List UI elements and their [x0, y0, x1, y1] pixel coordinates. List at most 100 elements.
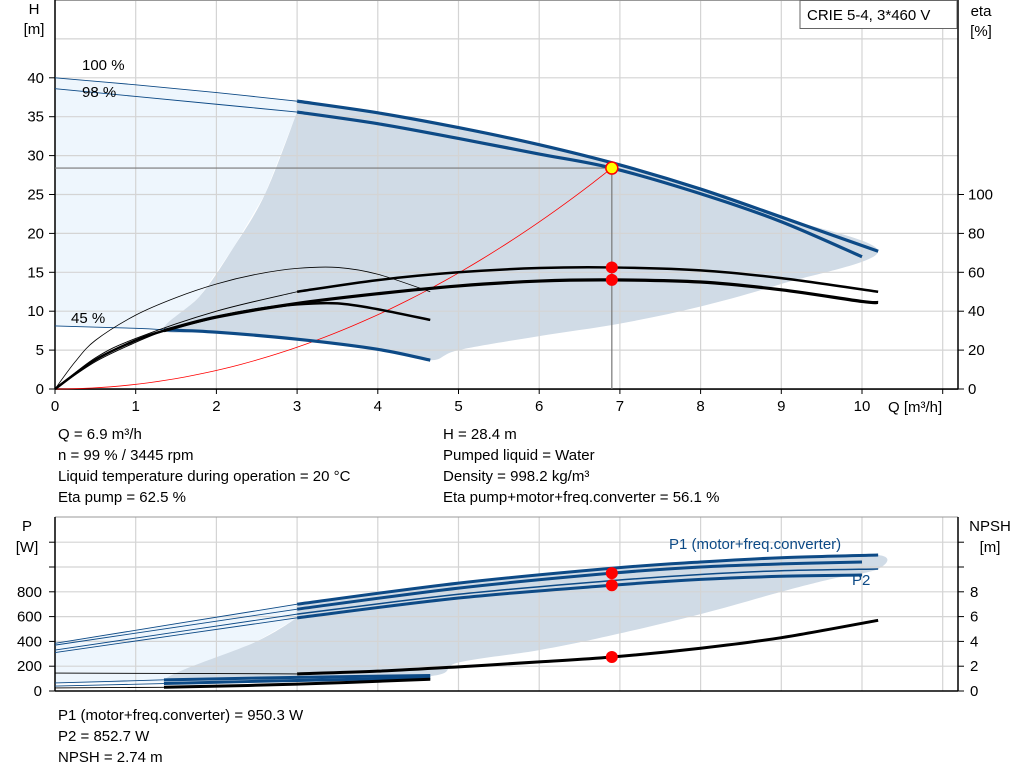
curve-npsh_45	[163, 677, 431, 689]
y2-tick-label: 60	[968, 264, 985, 281]
info-bottom: P1 (motor+freq.converter) = 950.3 W P2 =…	[58, 707, 303, 770]
chart-title: CRIE 5-4, 3*460 V	[807, 7, 930, 24]
curve-100 %	[296, 99, 879, 253]
y2-tick-label: 2	[970, 658, 978, 675]
y2-axis-label: eta	[971, 3, 993, 20]
duty-point-p2	[605, 579, 618, 592]
curve-98 %	[296, 110, 863, 259]
y2-tick-label: 0	[968, 381, 976, 398]
curve-label-98: 98 %	[82, 84, 116, 101]
curve-label-p1: P1 (motor+freq.converter)	[669, 536, 841, 553]
y-axis-label: P	[22, 518, 32, 535]
curve-100 %-thin	[54, 77, 298, 102]
y2-axis-unit: [%]	[970, 23, 992, 40]
y2-tick-label: 8	[970, 584, 978, 601]
power-operating-area	[163, 554, 888, 685]
y2-tick-label: 0	[970, 683, 978, 700]
y2-tick-label: 80	[968, 225, 985, 242]
y-tick-label: 200	[17, 658, 42, 675]
curve-45 %	[163, 328, 431, 362]
duty-point-eta-total	[605, 273, 618, 286]
title-box	[799, 0, 958, 29]
x-tick-label: 5	[454, 398, 462, 415]
x-tick-label: 7	[616, 398, 624, 415]
curve-p1_100-thin	[54, 603, 298, 644]
curve-eta_total_45	[54, 301, 431, 391]
y2-axis-label: NPSH	[969, 518, 1011, 535]
curve-npsh	[297, 618, 879, 676]
duty-point-npsh	[605, 651, 618, 664]
y2-tick-label: 20	[968, 342, 985, 359]
info-head: H = 28.4 m	[443, 426, 517, 443]
info-eta-pump: Eta pump = 62.5 %	[58, 489, 186, 506]
y2-tick-label: 6	[970, 609, 978, 626]
y-tick-label: 0	[34, 683, 42, 700]
x-tick-label: 8	[696, 398, 704, 415]
info-top-right: H = 28.4 m Pumped liquid = Water Density…	[443, 426, 719, 510]
operating-area	[163, 101, 879, 361]
y2-tick-label: 100	[968, 187, 993, 204]
info-p1: P1 (motor+freq.converter) = 950.3 W	[58, 707, 304, 724]
y-tick-label: 600	[17, 609, 42, 626]
info-npsh: NPSH = 2.74 m	[58, 749, 163, 766]
system-curve	[54, 167, 613, 390]
x-tick-label: 9	[777, 398, 785, 415]
curve-p2_45-thin	[54, 683, 164, 687]
curve-label-100: 100 %	[82, 57, 125, 74]
curve-p2_98-thin	[54, 617, 298, 654]
curve-p2_100	[297, 568, 879, 615]
info-top-left: Q = 6.9 m³/h n = 99 % / 3445 rpm Liquid …	[58, 426, 350, 510]
curve-p1_98	[296, 560, 863, 611]
info-p2: P2 = 852.7 W	[58, 728, 150, 745]
info-eta-total: Eta pump+motor+freq.converter = 56.1 %	[443, 489, 720, 506]
curve-eta_pump_45	[54, 266, 431, 390]
duty-point-p1	[605, 567, 618, 580]
y-axis-label: H	[29, 1, 40, 18]
curve-p2_100-thin	[54, 613, 298, 651]
y-axis-unit: [m]	[24, 21, 45, 38]
x-tick-label: 1	[132, 398, 140, 415]
curve-npsh-thin	[54, 672, 298, 675]
power-area-light	[55, 604, 298, 684]
curve-label-45: 45 %	[71, 310, 105, 327]
x-tick-label: 6	[535, 398, 543, 415]
x-tick-label: 0	[51, 398, 59, 415]
info-liquid-temp: Liquid temperature during operation = 20…	[58, 468, 351, 485]
y-tick-label: 25	[27, 187, 44, 204]
info-flow: Q = 6.9 m³/h	[58, 426, 142, 443]
curve-98 %-thin	[54, 88, 298, 113]
curve-p1_98-thin	[54, 608, 298, 646]
y2-tick-label: 4	[970, 633, 978, 650]
x-tick-label: 4	[374, 398, 382, 415]
y-tick-label: 15	[27, 264, 44, 281]
curve-npsh_45-thin	[54, 686, 164, 689]
y-tick-label: 20	[27, 225, 44, 242]
y-tick-label: 30	[27, 148, 44, 165]
curve-p1_100	[296, 553, 879, 606]
duty-point-head	[605, 161, 619, 175]
curve-eta_total_98-thin	[54, 330, 165, 390]
curve-eta_pump_100	[296, 265, 879, 293]
y-tick-label: 40	[27, 70, 44, 87]
efficiency-area-light	[55, 77, 298, 330]
y-tick-label: 10	[27, 303, 44, 320]
y-tick-label: 400	[17, 633, 42, 650]
y2-tick-label: 40	[968, 303, 985, 320]
x-tick-label: 10	[854, 398, 871, 415]
curve-p2_45	[163, 676, 431, 686]
x-tick-label: 3	[293, 398, 301, 415]
x-axis-label: Q [m³/h]	[888, 399, 942, 416]
y-tick-label: 800	[17, 584, 42, 601]
info-density: Density = 998.2 kg/m³	[443, 468, 590, 485]
x-tick-label: 2	[212, 398, 220, 415]
curve-eta_pump_100-thin	[54, 291, 298, 390]
curve-p2_98	[296, 573, 863, 620]
y-tick-label: 5	[36, 342, 44, 359]
y-tick-label: 0	[36, 381, 44, 398]
y-axis-unit: [W]	[16, 539, 39, 556]
curve-label-p2: P2	[852, 572, 870, 589]
curve-p1_45-thin	[54, 679, 164, 684]
curve-p1_45	[163, 674, 431, 682]
